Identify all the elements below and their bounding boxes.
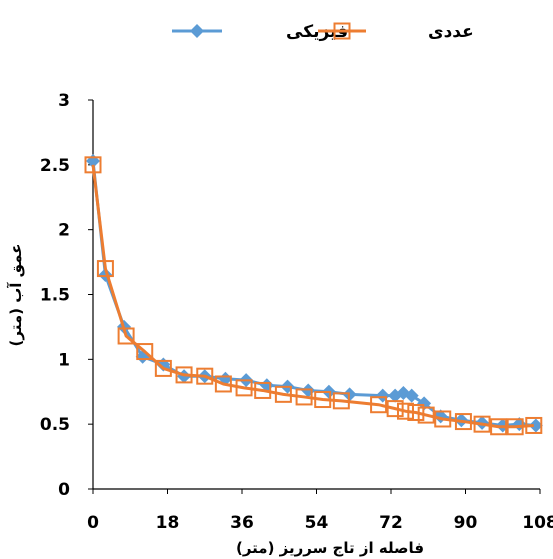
x-axis-label: فاصله از تاج سرریز (متر) [236,539,424,557]
y-axis-label: عمق آب (متر) [7,244,25,347]
data-point [235,379,253,397]
data-point [473,415,491,433]
data-point [434,410,452,428]
data-point [404,388,419,403]
data-point [84,156,102,174]
data-point [295,388,313,406]
data-point [332,392,350,410]
data-point [417,406,435,424]
y-tick-label: 1.5 [40,286,70,306]
axes: 0 0.5 1 1.5 2 2.5 3 0 18 36 54 72 90 108 [40,91,553,533]
x-tick-label: 90 [454,513,478,533]
series-layer [84,153,543,436]
x-tick-label: 0 [87,513,99,533]
data-point [407,403,425,421]
legend-label: عددی [428,22,474,42]
x-tick-label: 72 [379,513,403,533]
data-point [175,366,193,384]
data-point [528,418,543,433]
data-point [214,375,232,393]
data-point [525,416,543,434]
x-tick-label: 54 [305,513,329,533]
x-tick-label: 108 [522,513,553,533]
data-point [370,396,388,414]
data-point [490,418,508,436]
series-2 [84,156,543,436]
legend-label: فیزیکی [286,22,348,42]
data-point [254,381,272,399]
y-tick-label: 0.5 [40,415,70,435]
data-point [96,260,114,278]
data-point [454,413,472,431]
series-line [91,164,534,429]
series-line [91,160,536,427]
legend: فیزیکی عددی [172,22,474,42]
data-point [386,400,404,418]
data-point [117,327,135,345]
data-point [154,359,172,377]
y-tick-label: 1 [58,350,70,370]
data-point [196,367,214,385]
y-tick-label: 0 [58,480,70,500]
legend-marker [190,24,204,38]
y-tick-label: 3 [58,91,70,111]
data-point [274,385,292,403]
legend-item-2: عددی [318,22,474,42]
data-point [136,343,154,361]
series-1 [86,153,543,433]
legend-item-1: فیزیکی [172,22,348,42]
data-point [396,402,414,420]
y-tick-label: 2.5 [40,156,70,176]
data-point [314,391,332,409]
y-tick-label: 2 [58,221,70,241]
legend-marker [333,22,351,40]
x-tick-label: 36 [230,513,254,533]
data-point [506,418,524,436]
x-tick-label: 18 [156,513,180,533]
